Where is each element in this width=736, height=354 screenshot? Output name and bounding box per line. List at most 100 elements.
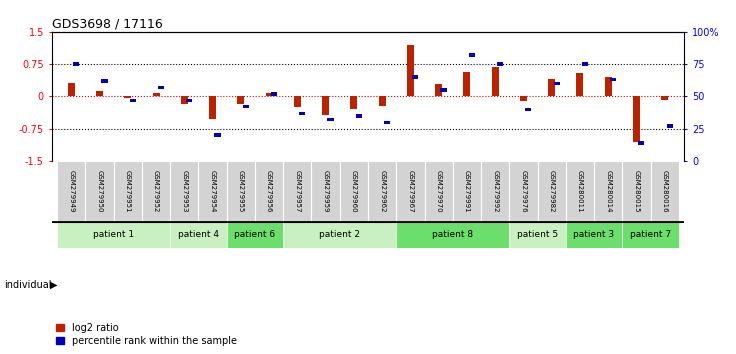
Bar bbox=[271, 92, 277, 96]
Bar bbox=[576, 73, 584, 96]
Bar bbox=[96, 91, 103, 96]
Bar bbox=[350, 96, 358, 109]
Text: patient 1: patient 1 bbox=[93, 230, 134, 239]
Text: patient 7: patient 7 bbox=[630, 230, 671, 239]
Bar bbox=[623, 161, 651, 222]
Text: ▶: ▶ bbox=[50, 280, 57, 290]
Bar bbox=[594, 161, 623, 222]
Text: GSM279957: GSM279957 bbox=[294, 170, 300, 212]
Text: GSM279955: GSM279955 bbox=[238, 170, 244, 212]
Text: GSM279954: GSM279954 bbox=[210, 170, 216, 212]
Bar bbox=[492, 67, 499, 96]
Bar bbox=[412, 75, 419, 79]
Text: GSM280016: GSM280016 bbox=[662, 170, 668, 213]
Text: GSM279970: GSM279970 bbox=[436, 170, 442, 213]
Bar bbox=[237, 96, 244, 104]
Bar bbox=[199, 161, 227, 222]
Bar bbox=[124, 96, 131, 98]
Bar bbox=[243, 105, 249, 108]
Text: GSM279967: GSM279967 bbox=[408, 170, 414, 213]
Text: patient 2: patient 2 bbox=[319, 230, 360, 239]
Bar bbox=[435, 84, 442, 96]
Text: GSM279951: GSM279951 bbox=[125, 170, 131, 212]
Bar bbox=[396, 222, 509, 248]
Bar bbox=[142, 161, 170, 222]
Bar bbox=[453, 161, 481, 222]
Bar bbox=[227, 222, 283, 248]
Text: patient 3: patient 3 bbox=[573, 230, 615, 239]
Bar bbox=[368, 161, 396, 222]
Bar bbox=[294, 96, 301, 107]
Bar bbox=[425, 161, 453, 222]
Bar bbox=[548, 79, 555, 96]
Bar bbox=[537, 161, 566, 222]
Bar bbox=[553, 82, 559, 85]
Bar bbox=[340, 161, 368, 222]
Bar bbox=[605, 77, 612, 96]
Bar bbox=[311, 161, 340, 222]
Text: patient 5: patient 5 bbox=[517, 230, 558, 239]
Bar bbox=[509, 161, 537, 222]
Text: patient 6: patient 6 bbox=[234, 230, 275, 239]
Bar bbox=[152, 93, 160, 96]
Text: patient 4: patient 4 bbox=[178, 230, 219, 239]
Bar bbox=[481, 161, 509, 222]
Text: GSM279991: GSM279991 bbox=[464, 170, 470, 213]
Bar bbox=[638, 141, 645, 145]
Legend: log2 ratio, percentile rank within the sample: log2 ratio, percentile rank within the s… bbox=[57, 323, 237, 346]
Bar bbox=[255, 161, 283, 222]
Bar bbox=[355, 114, 362, 118]
Bar bbox=[520, 96, 527, 101]
Bar bbox=[214, 133, 221, 137]
Bar bbox=[283, 161, 311, 222]
Bar bbox=[509, 222, 566, 248]
Bar bbox=[209, 96, 216, 119]
Bar bbox=[130, 99, 136, 102]
Bar bbox=[158, 86, 164, 89]
Text: individual: individual bbox=[4, 280, 52, 290]
Bar bbox=[227, 161, 255, 222]
Bar bbox=[633, 96, 640, 142]
Text: GSM279952: GSM279952 bbox=[153, 170, 159, 212]
Bar bbox=[181, 96, 188, 104]
Bar bbox=[610, 78, 616, 81]
Text: GSM279950: GSM279950 bbox=[96, 170, 102, 212]
Bar bbox=[581, 62, 588, 66]
Text: GSM279982: GSM279982 bbox=[548, 170, 555, 212]
Bar bbox=[396, 161, 425, 222]
Bar bbox=[440, 88, 447, 92]
Bar bbox=[526, 108, 531, 111]
Text: GSM279959: GSM279959 bbox=[322, 170, 328, 212]
Text: GDS3698 / 17116: GDS3698 / 17116 bbox=[52, 18, 162, 31]
Bar bbox=[469, 53, 475, 57]
Text: GSM279956: GSM279956 bbox=[266, 170, 272, 212]
Bar bbox=[266, 93, 272, 96]
Text: GSM279960: GSM279960 bbox=[351, 170, 357, 213]
Bar bbox=[497, 62, 503, 66]
Bar bbox=[623, 222, 679, 248]
Bar bbox=[378, 96, 386, 106]
Text: GSM279962: GSM279962 bbox=[379, 170, 385, 212]
Text: patient 8: patient 8 bbox=[432, 230, 473, 239]
Bar bbox=[85, 161, 113, 222]
Bar bbox=[407, 45, 414, 96]
Bar bbox=[68, 83, 75, 96]
Text: GSM280011: GSM280011 bbox=[577, 170, 583, 213]
Bar bbox=[328, 118, 333, 121]
Bar bbox=[566, 222, 623, 248]
Text: GSM279949: GSM279949 bbox=[68, 170, 74, 212]
Bar bbox=[283, 222, 396, 248]
Bar bbox=[186, 99, 192, 102]
Bar bbox=[566, 161, 594, 222]
Bar bbox=[170, 222, 227, 248]
Bar bbox=[384, 121, 390, 124]
Bar bbox=[667, 124, 673, 128]
Bar bbox=[464, 72, 470, 96]
Bar bbox=[651, 161, 679, 222]
Text: GSM279953: GSM279953 bbox=[181, 170, 188, 212]
Text: GSM280014: GSM280014 bbox=[605, 170, 611, 212]
Bar bbox=[113, 161, 142, 222]
Bar bbox=[322, 96, 329, 115]
Bar bbox=[170, 161, 199, 222]
Text: GSM280015: GSM280015 bbox=[634, 170, 640, 212]
